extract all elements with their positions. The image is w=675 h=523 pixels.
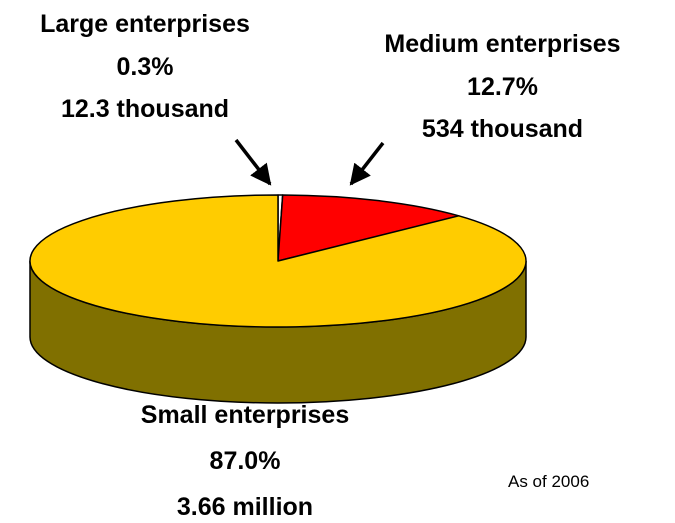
large-enterprises-name: Large enterprises (40, 10, 250, 38)
large-enterprises-count: 12.3 thousand (60, 95, 230, 123)
small-enterprises-name: Small enterprises (140, 401, 350, 429)
medium-enterprises-slice (277, 194, 460, 262)
large-enterprises-percent: 0.3% (116, 53, 174, 81)
large-enterprises-label: Large enterprises 0.3% 12.3 thousand (10, 12, 280, 122)
as-of-note: As of 2006 (508, 472, 590, 491)
small-enterprises-count: 3.66 million (176, 493, 314, 521)
large-enterprises-arrow (234, 138, 272, 186)
medium-enterprises-percent: 12.7% (467, 73, 538, 101)
medium-enterprises-arrow (349, 141, 385, 186)
medium-enterprises-label: Medium enterprises 12.7% 534 thousand (350, 32, 655, 142)
medium-enterprises-name: Medium enterprises (384, 30, 621, 58)
medium-enterprises-count: 534 thousand (421, 115, 584, 143)
small-enterprises-label: Small enterprises 87.0% 3.66 million (95, 403, 395, 520)
small-enterprises-slice (29, 194, 527, 328)
small-enterprises-percent: 87.0% (209, 447, 281, 475)
